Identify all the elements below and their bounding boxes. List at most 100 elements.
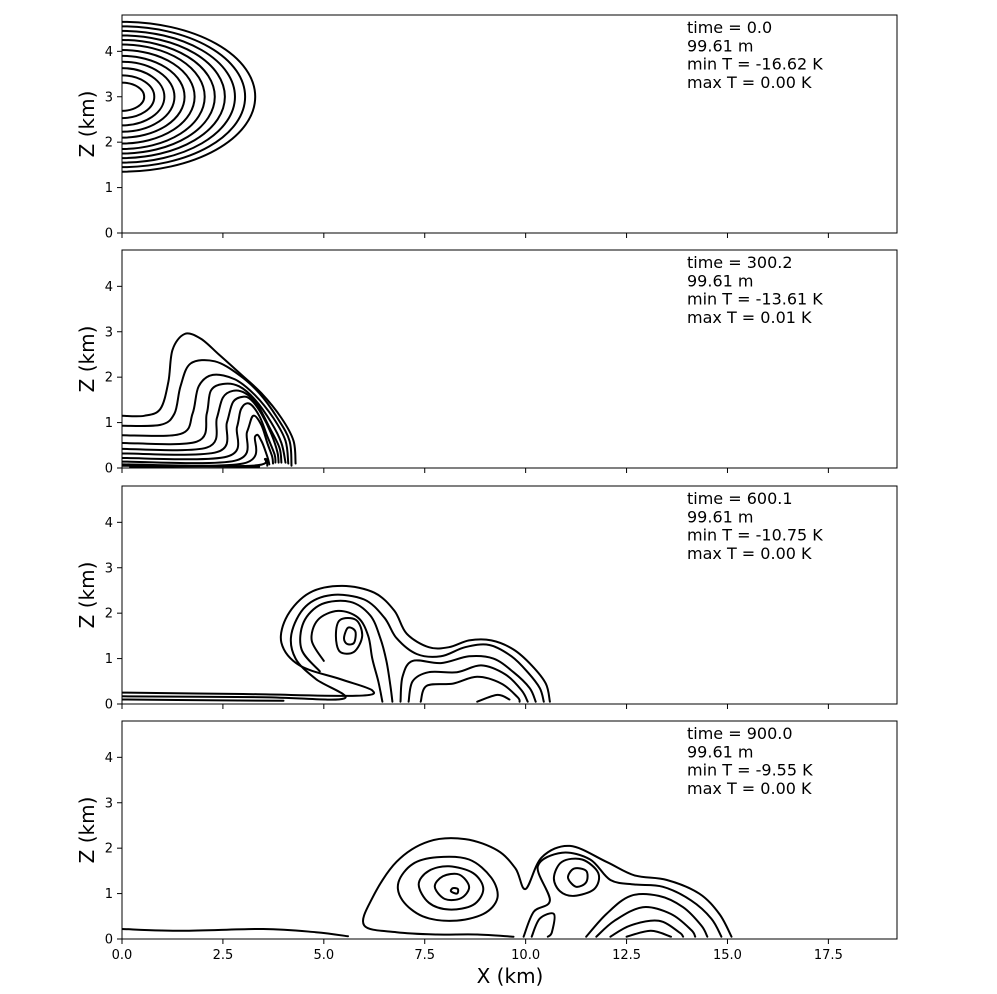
contour-line xyxy=(122,20,257,173)
y-tick-label: 1 xyxy=(105,652,113,667)
contour-line xyxy=(530,912,556,938)
y-tick-label: 0 xyxy=(105,462,113,477)
panel-frame xyxy=(121,14,898,234)
contour-line xyxy=(476,693,511,703)
y-tick-label: 3 xyxy=(105,561,113,576)
panel-annotation-line: time = 0.0 xyxy=(687,18,772,37)
panel-frame xyxy=(121,485,898,705)
contour-line xyxy=(552,857,601,897)
contour-line xyxy=(449,886,460,895)
x-tick-label: 17.5 xyxy=(814,948,843,963)
contour-line xyxy=(122,414,274,465)
panel-annotation-line: time = 300.2 xyxy=(687,253,793,272)
contour-line xyxy=(122,43,206,150)
contour-line xyxy=(585,893,709,938)
contour-line xyxy=(122,67,166,127)
contour-line xyxy=(122,584,551,703)
panel-annotation-line: min T = -10.75 K xyxy=(687,526,823,545)
contour-line xyxy=(122,359,293,467)
y-tick-label: 4 xyxy=(105,45,113,60)
x-tick-label: 0.0 xyxy=(112,948,133,963)
panel-annotation-line: 99.61 m xyxy=(687,271,753,290)
y-tick-label: 0 xyxy=(105,698,113,713)
contour-line xyxy=(417,865,485,911)
panel-annotation-line: time = 600.1 xyxy=(687,489,793,508)
y-tick-label: 4 xyxy=(105,516,113,531)
panel-annotation-line: max T = 0.01 K xyxy=(687,308,812,327)
y-tick-label: 2 xyxy=(105,842,113,857)
y-tick-label: 4 xyxy=(105,280,113,295)
panel-annotation-line: 99.61 m xyxy=(687,507,753,526)
contour-line xyxy=(122,402,277,464)
y-tick-label: 2 xyxy=(105,607,113,622)
panel-annotation-line: max T = 0.00 K xyxy=(687,73,812,92)
panel-annotation-line: max T = 0.00 K xyxy=(687,779,812,798)
y-tick-label: 2 xyxy=(105,371,113,386)
contour-line xyxy=(609,919,685,938)
contour-line xyxy=(122,29,236,164)
y-tick-label: 3 xyxy=(105,325,113,340)
contour-line xyxy=(122,60,176,133)
x-tick-label: 2.5 xyxy=(213,948,234,963)
contour-line xyxy=(522,851,723,938)
contour-group xyxy=(122,837,733,938)
x-tick-label: 5.0 xyxy=(313,948,334,963)
y-axis-label: Z (km) xyxy=(75,91,99,158)
panel-annotation-line: min T = -9.55 K xyxy=(687,761,813,780)
y-axis-label: Z (km) xyxy=(75,562,99,629)
y-axis-label: Z (km) xyxy=(75,326,99,393)
contour-line xyxy=(122,593,545,703)
contour-line xyxy=(343,626,357,646)
contour-line xyxy=(399,654,537,703)
contour-line xyxy=(122,25,247,169)
panel-frame xyxy=(121,249,898,469)
panel-annotation-line: 99.61 m xyxy=(687,36,753,55)
x-tick-label: 7.5 xyxy=(414,948,435,963)
y-tick-label: 4 xyxy=(105,751,113,766)
contour-line xyxy=(122,373,290,465)
contour-line xyxy=(122,389,283,464)
contour-line xyxy=(122,382,287,464)
contour-line xyxy=(396,855,499,922)
contour-group xyxy=(122,584,551,703)
panel-annotation-line: min T = -13.61 K xyxy=(687,290,823,309)
contour-line xyxy=(407,664,529,703)
contour-line xyxy=(362,837,733,938)
x-axis-label: X (km) xyxy=(477,964,544,988)
contour-line xyxy=(122,74,156,120)
contour-line xyxy=(129,465,261,468)
y-tick-label: 3 xyxy=(105,90,113,105)
contour-line xyxy=(122,698,285,702)
contour-line xyxy=(122,54,186,139)
x-tick-label: 15.0 xyxy=(713,948,742,963)
panel-annotation-line: min T = -16.62 K xyxy=(687,55,823,74)
y-tick-label: 1 xyxy=(105,887,113,902)
x-tick-label: 12.5 xyxy=(612,948,641,963)
x-tick-label: 10.0 xyxy=(511,948,540,963)
y-tick-label: 2 xyxy=(105,136,113,151)
contour-line xyxy=(122,38,216,155)
y-tick-label: 0 xyxy=(105,227,113,242)
contour-line xyxy=(299,599,394,703)
contour-line xyxy=(122,48,196,145)
contour-line xyxy=(310,609,384,703)
panel-frame xyxy=(121,720,898,940)
y-tick-label: 0 xyxy=(105,933,113,948)
contour-line xyxy=(433,872,471,902)
contour-line xyxy=(625,929,672,938)
contour-line xyxy=(567,867,589,888)
panel-annotation-line: max T = 0.00 K xyxy=(687,544,812,563)
contour-group xyxy=(122,20,257,173)
contour-group xyxy=(122,332,297,468)
contour-line xyxy=(122,395,280,464)
contour-line xyxy=(122,34,226,160)
y-tick-label: 3 xyxy=(105,796,113,811)
panel-annotation-line: time = 900.0 xyxy=(687,724,793,743)
y-tick-label: 1 xyxy=(105,416,113,431)
contour-line xyxy=(122,332,297,465)
contour-line xyxy=(419,675,521,703)
y-axis-label: Z (km) xyxy=(75,797,99,864)
